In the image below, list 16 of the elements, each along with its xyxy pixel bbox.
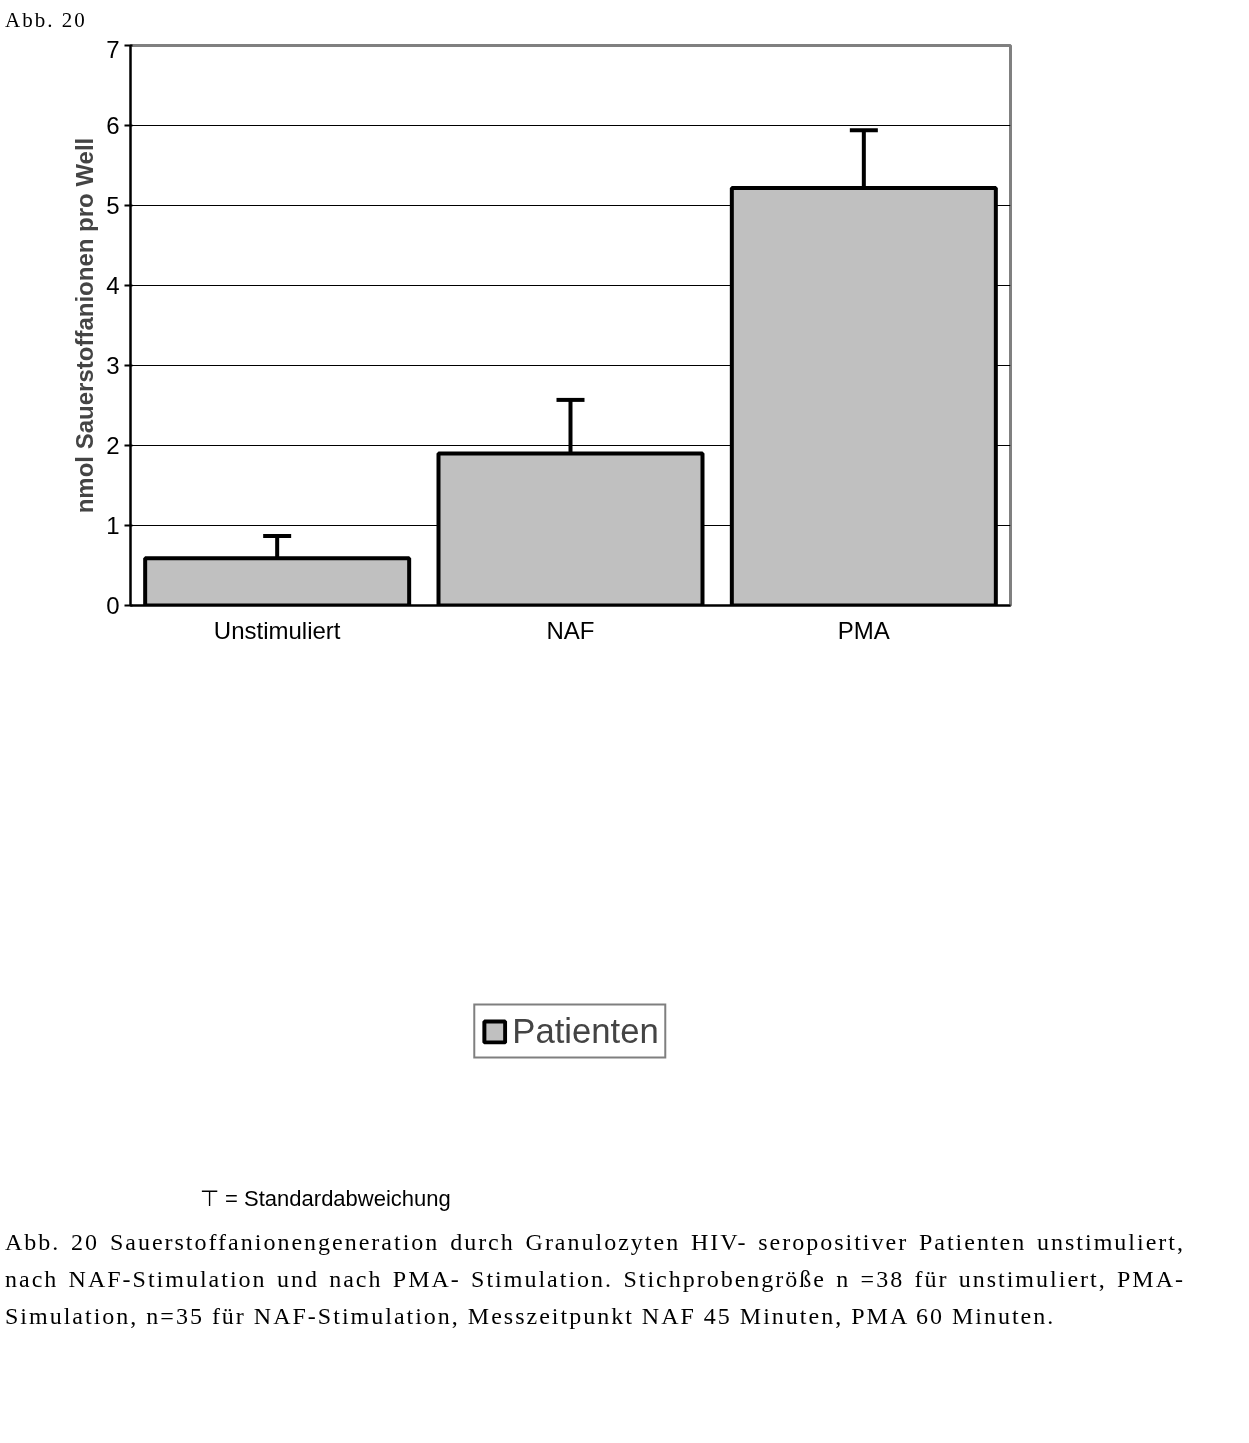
legend-label: Patienten [512, 1011, 659, 1051]
x-tick-label: Unstimuliert [213, 616, 341, 644]
caption: Abb. 20 Sauerstoffanionengeneration durch Granulozyten HIV- seropositiver Patienten unstimuliert, nach NAF-Stimulation und nach PMA- Stimulation. Stichprobengröße n =38 für unstimuliert, PMA- Simulation, n=35 für NAF-Stimulation, Messzeitpunkt NAF 45 Minuten, PMA 60 Minuten. [5, 1228, 1185, 1332]
y-tick-label: 4 [106, 272, 120, 299]
y-tick-label: 5 [106, 192, 120, 219]
x-tick-label: PMA [837, 616, 890, 644]
y-tick-label: 2 [106, 432, 120, 459]
y-tick-label: 3 [106, 352, 120, 379]
chart-title: Abb. 20 [5, 7, 87, 34]
text: ⊤ = Standardabweichung [200, 1185, 451, 1213]
x-tick-label: NAF [546, 616, 595, 644]
y-tick-label: 1 [106, 512, 120, 539]
y-tick-label: 0 [106, 592, 120, 619]
y-tick-label: 6 [106, 112, 120, 139]
y-tick-label: 7 [106, 35, 120, 63]
y-axis-title: nmol Sauerstoffanionen pro Well [71, 137, 99, 514]
